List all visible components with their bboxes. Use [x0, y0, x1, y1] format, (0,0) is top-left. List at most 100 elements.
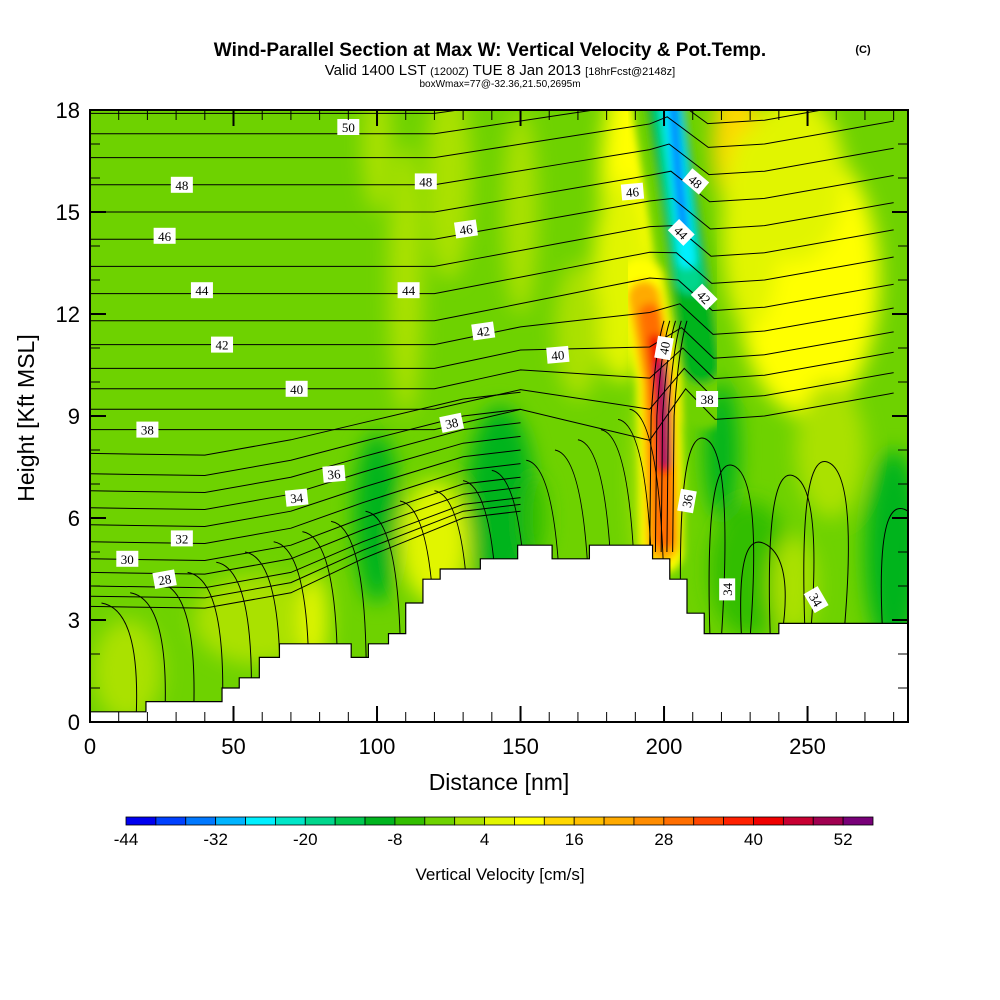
w-field-region	[770, 535, 817, 637]
theta-contour-line	[672, 320, 688, 553]
contour-label: 34	[719, 578, 736, 601]
y-tick-label: 6	[68, 506, 80, 531]
colorbar-tick-labels: -44 -32 -20 -8 4 16 28 40 52	[114, 830, 853, 849]
theta-contour-line	[90, 486, 521, 575]
contour-label: 42	[690, 283, 718, 311]
contour-label: 40	[285, 380, 308, 397]
w-field-region	[864, 450, 908, 654]
contour-label: 42	[211, 336, 234, 353]
axis-ticks	[89, 109, 908, 723]
w-field-region	[92, 620, 162, 722]
contour-label-text: 40	[290, 382, 303, 397]
theta-contour-line	[90, 347, 894, 390]
contour-label-text: 44	[195, 283, 209, 298]
colorbar-swatch	[125, 816, 157, 826]
contour-label-text: 42	[476, 323, 491, 340]
chart-title: Wind-Parallel Section at Max W: Vertical…	[214, 40, 766, 61]
theta-contour-line	[90, 277, 894, 322]
theta-contour-arc	[803, 461, 849, 624]
contour-label: 40	[546, 345, 570, 364]
contour-label-text: 50	[342, 120, 355, 135]
x-tick-label: 100	[359, 734, 396, 759]
colorbar-tick-label: 4	[480, 830, 489, 849]
colorbar-swatch	[364, 816, 396, 826]
colorbar	[125, 816, 874, 826]
w-field-region	[362, 110, 392, 212]
contour-label-text: 38	[141, 423, 154, 438]
w-core-band	[668, 110, 689, 237]
x-tick-label: 250	[789, 734, 826, 759]
colorbar-swatch	[753, 816, 784, 826]
w-field-region	[554, 263, 601, 399]
theta-contour-line	[90, 435, 521, 511]
contour-label-text: 48	[419, 174, 432, 189]
contour-label-text: 38	[444, 415, 460, 432]
theta-contour-line	[90, 143, 894, 186]
contour-label: 44	[397, 282, 420, 299]
contour-label-text: 48	[175, 178, 188, 193]
contour-label: 34	[803, 586, 829, 614]
forecast-info: [18hrFcst@2148z]	[585, 66, 675, 78]
colorbar-tick-label: -8	[387, 830, 402, 849]
contour-label: 30	[116, 550, 139, 567]
theta-contour-line	[90, 408, 521, 477]
x-tick-label: 150	[502, 734, 539, 759]
x-tick-label: 0	[84, 734, 96, 759]
colorbar-swatch	[155, 816, 187, 826]
theta-contour-line	[90, 116, 894, 159]
w-field-region	[796, 382, 865, 518]
contour-label: 40	[654, 335, 674, 361]
contour-label: 48	[414, 173, 437, 190]
colorbar-swatch	[484, 816, 515, 826]
colorbar-swatch	[723, 816, 754, 826]
contour-label-text: 32	[175, 531, 188, 546]
contour-label-text: 46	[625, 184, 640, 200]
plot-area: 50 48 48 48 46 46 46 44 44 44 42 42 42 40 40 40 38 38 38 36…	[90, 110, 908, 722]
theta-contour-arc	[708, 464, 755, 638]
contour-label: 44	[667, 218, 695, 246]
contour-label: 42	[471, 321, 496, 341]
colorbar-swatch	[394, 816, 426, 826]
theta-contour-line	[90, 326, 894, 369]
colorbar-swatch	[185, 816, 217, 826]
theta-contour-line	[90, 388, 894, 441]
theta-contour-arc	[740, 541, 786, 638]
theta-contour-line	[654, 320, 671, 553]
theta-contour-line	[90, 110, 825, 135]
contour-label: 34	[284, 488, 309, 507]
contour-label-text: 36	[679, 493, 696, 509]
contour-label: 38	[696, 391, 719, 407]
x-tick-label: 50	[221, 734, 245, 759]
x-tick-labels: 0 50 100 150 200 250	[84, 734, 826, 759]
contour-label: 36	[322, 464, 346, 483]
colorbar-swatch	[245, 816, 276, 826]
colorbar-tick-label: 28	[654, 830, 673, 849]
w-field-region	[523, 477, 547, 559]
colorbar-swatch	[274, 816, 306, 826]
colorbar-label: Vertical Velocity [cm/s]	[415, 865, 584, 884]
contour-label-text: 40	[656, 340, 673, 355]
y-tick-label: 0	[68, 710, 80, 735]
colorbar-tick-label: -32	[203, 830, 228, 849]
contour-label: 38	[439, 412, 465, 433]
x-tick-label: 200	[646, 734, 683, 759]
w-field-region	[721, 127, 779, 331]
theta-contour-line	[90, 170, 894, 213]
contour-label: 46	[453, 219, 478, 239]
theta-contour-line	[90, 510, 521, 609]
contour-label: 28	[152, 569, 177, 589]
valid-prefix: Valid 1400 LST	[325, 62, 426, 79]
contour-label-text: 36	[327, 466, 342, 482]
contour-label: 46	[620, 182, 645, 201]
theta-contour-line	[90, 476, 521, 562]
contour-label: 48	[170, 176, 193, 193]
colorbar-swatch	[573, 816, 605, 826]
contour-label-text: 38	[701, 392, 714, 407]
contour-label-text: 42	[216, 338, 229, 353]
copyright-mark: (C)	[855, 44, 871, 56]
theta-contour-line	[90, 449, 521, 528]
colorbar-swatch	[633, 816, 665, 826]
contour-label: 38	[136, 421, 159, 438]
y-tick-label: 18	[56, 98, 80, 123]
